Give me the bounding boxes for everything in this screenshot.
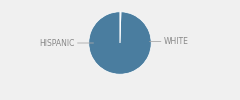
Wedge shape [120, 12, 121, 43]
Text: WHITE: WHITE [150, 37, 189, 46]
Text: HISPANIC: HISPANIC [39, 38, 93, 48]
Wedge shape [89, 12, 151, 74]
